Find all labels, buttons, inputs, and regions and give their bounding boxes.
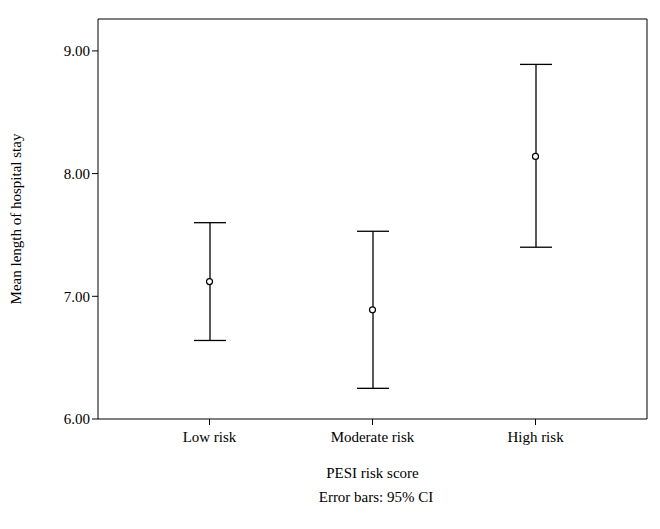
svg-text:9.00: 9.00 — [64, 43, 90, 59]
svg-text:7.00: 7.00 — [64, 289, 90, 305]
svg-text:6.00: 6.00 — [64, 411, 90, 427]
svg-text:8.00: 8.00 — [64, 166, 90, 182]
svg-text:Moderate risk: Moderate risk — [331, 429, 415, 445]
svg-text:High risk: High risk — [507, 429, 564, 445]
svg-text:Mean length of hospital stay: Mean length of hospital stay — [8, 133, 24, 304]
svg-text:Low risk: Low risk — [183, 429, 237, 445]
html-text:Error bars: 95% CI: Error bars: 95% CI — [318, 489, 434, 505]
svg-text:PESI risk score: PESI risk score — [326, 465, 419, 481]
